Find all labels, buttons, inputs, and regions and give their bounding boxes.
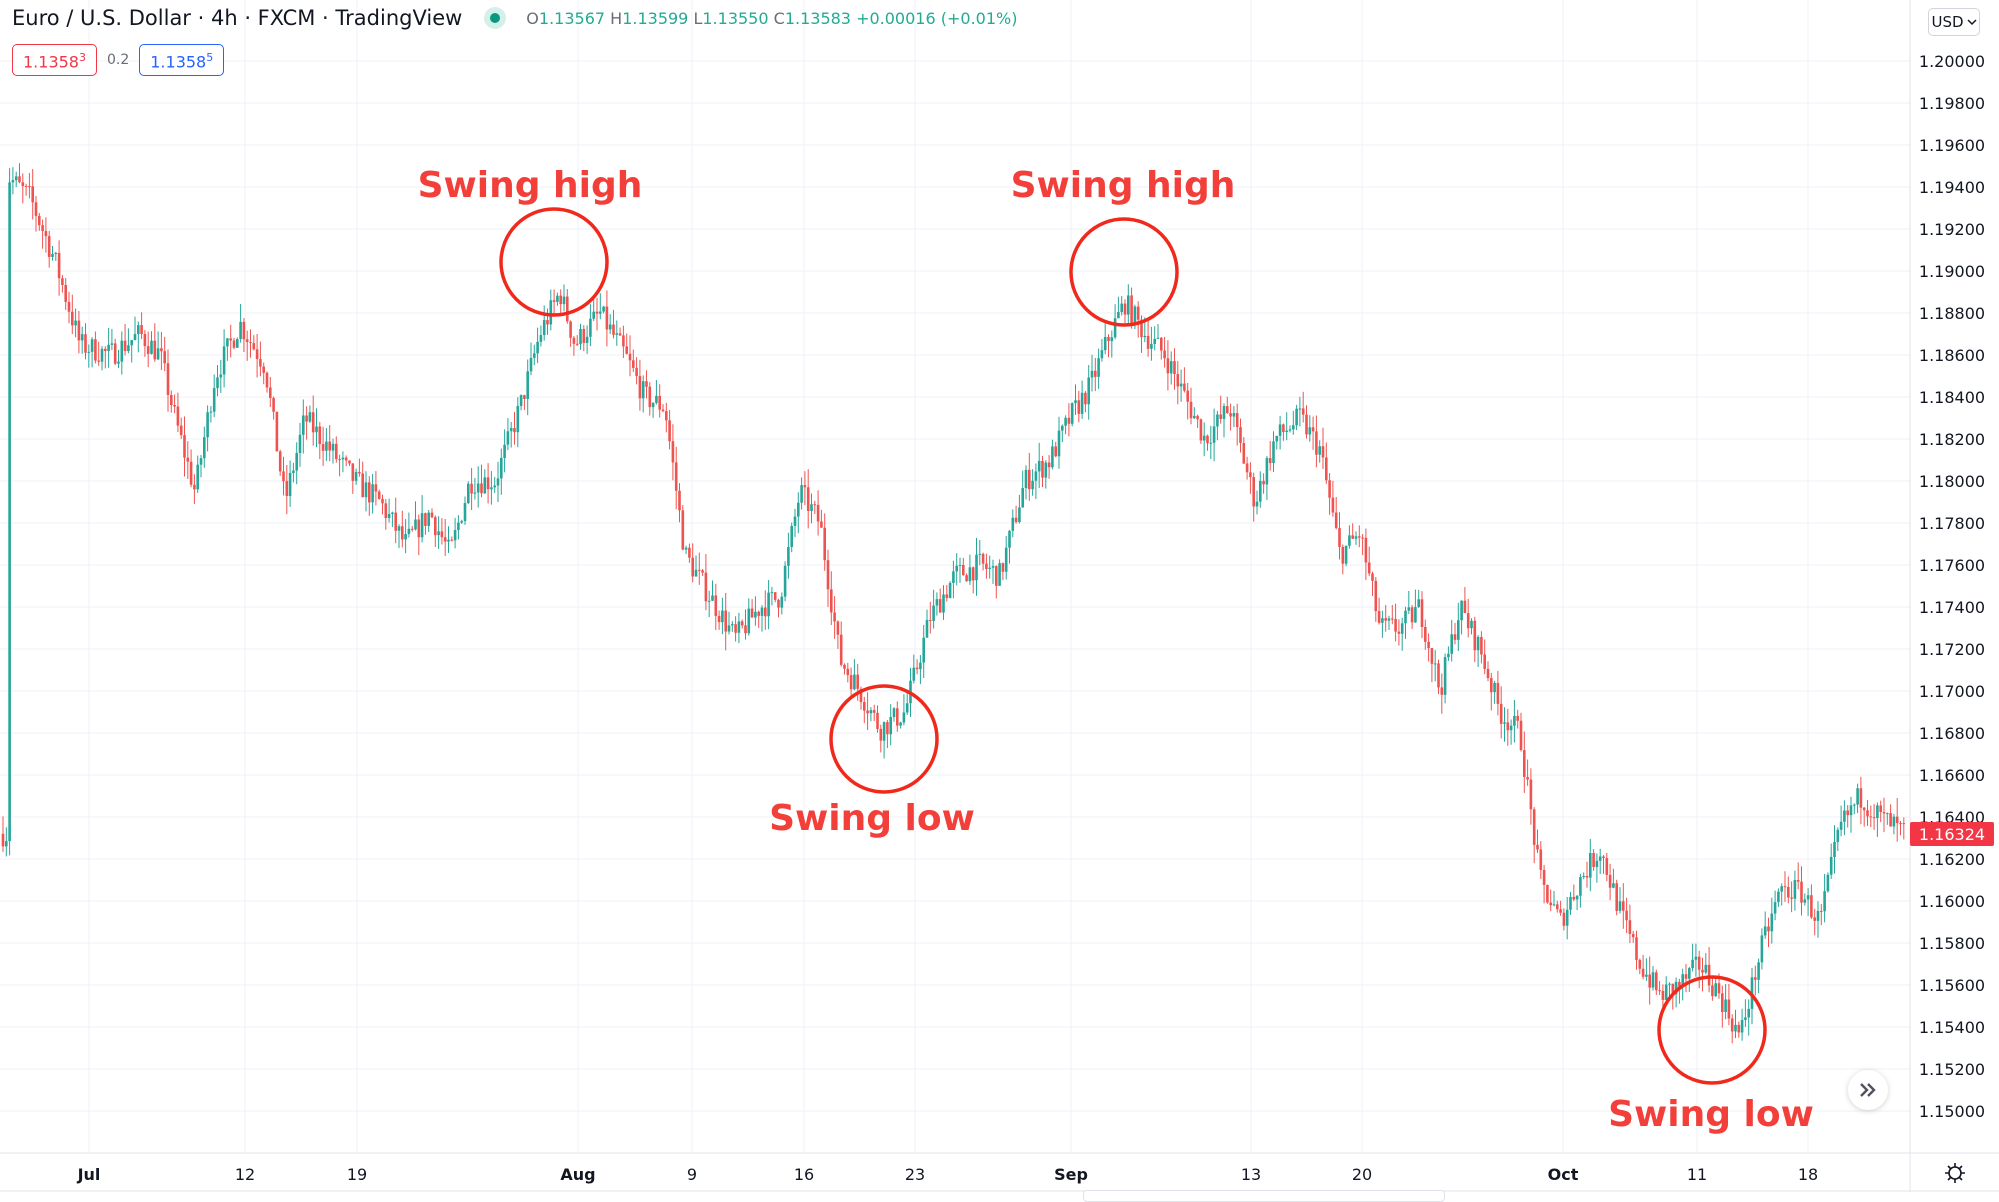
ohlc-values: O1.13567 H1.13599 L1.13550 C1.13583 +0.0…	[526, 8, 1018, 28]
price-tick-label: 1.16000	[1919, 892, 1985, 911]
price-tick-label: 1.15600	[1919, 976, 1985, 995]
price-tick-label: 1.15800	[1919, 934, 1985, 953]
swing-marker-circle	[829, 684, 939, 794]
time-tick-label: 20	[1352, 1165, 1372, 1184]
current-price-value: 1.16324	[1919, 825, 1985, 844]
swing-marker-circle	[1657, 975, 1767, 1085]
swing-label: Swing high	[418, 165, 643, 206]
candles	[1, 163, 1906, 1044]
swing-label: Swing high	[1011, 165, 1236, 206]
settings-gear-icon[interactable]	[1942, 1160, 1968, 1186]
price-tick-label: 1.17400	[1919, 598, 1985, 617]
price-tick-label: 1.19200	[1919, 220, 1985, 239]
symbol-title[interactable]: Euro / U.S. Dollar · 4h · FXCM · Trading…	[12, 6, 463, 30]
low-value: 1.13550	[702, 8, 769, 28]
price-tick-label: 1.15400	[1919, 1018, 1985, 1037]
time-tick-label: 12	[235, 1165, 255, 1184]
price-tick-label: 1.19600	[1919, 136, 1985, 155]
open-value: 1.13567	[538, 8, 606, 28]
price-axis[interactable]: 1.20000 1.19800 1.19600 1.19400 1.19200 1.190…	[1919, 52, 1985, 1121]
time-tick-label: Sep	[1054, 1165, 1088, 1184]
price-tick-label: 1.15000	[1919, 1102, 1985, 1121]
bottom-toolbar-partial[interactable]	[1083, 1190, 1445, 1202]
price-tick-label: 1.16800	[1919, 724, 1985, 743]
spread-value: 0.2	[106, 52, 130, 69]
scroll-to-realtime-button[interactable]	[1848, 1070, 1888, 1110]
chart-legend: Euro / U.S. Dollar · 4h · FXCM · Trading…	[12, 6, 1017, 30]
double-chevron-right-icon	[1860, 1083, 1876, 1097]
time-tick-label: 13	[1241, 1165, 1261, 1184]
market-open-dot-icon	[490, 13, 501, 23]
time-tick-label: Aug	[560, 1165, 595, 1184]
time-tick-label: 9	[687, 1165, 697, 1184]
price-tick-label: 1.19800	[1919, 94, 1985, 113]
time-axis[interactable]: Jul 12 19 Aug 9 16 23 Sep 13 20 Oct 11 18	[77, 1165, 1819, 1184]
swing-label: Swing low	[1608, 1094, 1814, 1135]
current-price-label: 1.16324	[1910, 822, 1994, 846]
time-tick-label: 18	[1798, 1165, 1818, 1184]
sell-button[interactable]: 1.13583	[12, 44, 97, 77]
change-value: +0.00016 (+0.01%)	[856, 8, 1018, 28]
time-tick-label: 19	[347, 1165, 367, 1184]
time-tick-label: 11	[1687, 1165, 1707, 1184]
time-tick-label: Oct	[1548, 1165, 1579, 1184]
time-tick-label: 16	[794, 1165, 814, 1184]
grid-lines	[0, 0, 1910, 1153]
buy-sell-panel: 1.13583 0.2 1.13585	[12, 44, 225, 77]
price-tick-label: 1.18600	[1919, 346, 1985, 365]
price-tick-label: 1.19000	[1919, 262, 1985, 281]
time-tick-label: Jul	[77, 1165, 101, 1184]
price-tick-label: 1.16600	[1919, 766, 1985, 785]
chevron-down-icon	[1967, 19, 1977, 26]
currency-dropdown[interactable]: USD	[1928, 8, 1980, 36]
price-tick-label: 1.17600	[1919, 556, 1985, 575]
price-tick-label: 1.17000	[1919, 682, 1985, 701]
swing-marker-circle	[1069, 217, 1179, 327]
price-tick-label: 1.19400	[1919, 178, 1985, 197]
price-tick-label: 1.18200	[1919, 430, 1985, 449]
buy-button[interactable]: 1.13585	[139, 44, 225, 77]
price-tick-label: 1.18400	[1919, 388, 1985, 407]
swing-marker-circle	[499, 207, 609, 317]
close-value: 1.13583	[784, 8, 851, 28]
price-tick-label: 1.18800	[1919, 304, 1985, 323]
time-tick-label: 23	[905, 1165, 925, 1184]
price-tick-label: 1.16200	[1919, 850, 1985, 869]
price-tick-label: 1.20000	[1919, 52, 1985, 71]
annotations: Swing high Swing low Swing high Swing low	[418, 165, 1814, 1135]
market-status-indicator[interactable]	[484, 7, 507, 29]
price-tick-label: 1.18000	[1919, 472, 1985, 491]
high-value: 1.13599	[622, 8, 689, 28]
swing-label: Swing low	[769, 798, 975, 839]
price-tick-label: 1.17800	[1919, 514, 1985, 533]
price-tick-label: 1.17200	[1919, 640, 1985, 659]
price-tick-label: 1.15200	[1919, 1060, 1985, 1079]
